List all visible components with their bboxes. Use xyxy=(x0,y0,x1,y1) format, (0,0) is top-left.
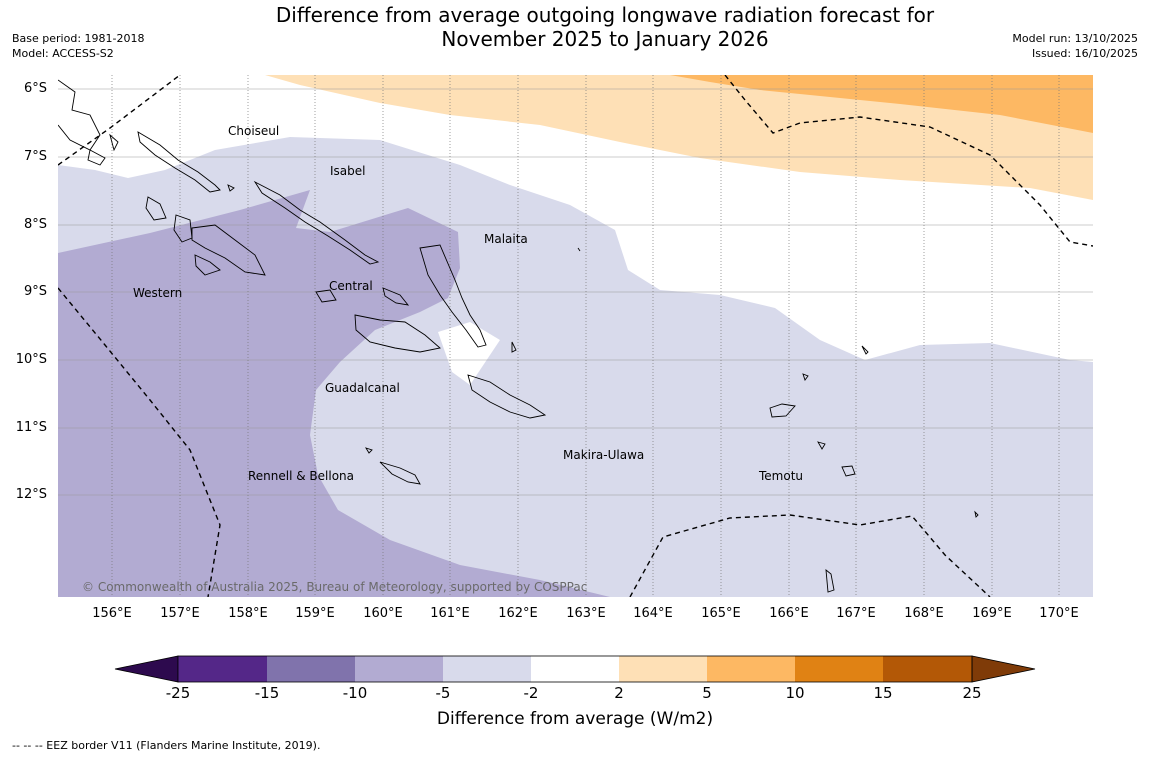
colorbar-swatch-3 xyxy=(355,656,443,682)
colorbar-extend-high xyxy=(971,655,1036,683)
lon-label-168e: 168°E xyxy=(904,606,944,621)
colorbar-swatch-2 xyxy=(267,656,355,682)
model-name: Model: ACCESS-S2 xyxy=(12,47,114,60)
lon-label-167e: 167°E xyxy=(836,606,876,621)
colorbar-frame xyxy=(177,655,973,683)
colorbar-extend-low xyxy=(114,655,179,683)
lon-label-163e: 163°E xyxy=(566,606,606,621)
region-label-temotu: Temotu xyxy=(759,469,804,483)
lat-label-7s: 7°S xyxy=(23,149,47,164)
meta-left: Base period: 1981-2018 Model: ACCESS-S2 xyxy=(12,31,144,61)
colorbar-swatch-8 xyxy=(795,656,883,682)
colorbar-title: Difference from average (W/m2) xyxy=(436,709,714,729)
colorbar-swatch-9 xyxy=(883,656,972,682)
anomaly-band-2-to-5 xyxy=(265,75,1093,200)
issued-date: Issued: 16/10/2025 xyxy=(1031,47,1138,60)
lon-label-162e: 162°E xyxy=(498,606,538,621)
region-label-central: Central xyxy=(329,279,373,293)
graticule xyxy=(58,75,1093,597)
colorbar-tick-10: 10 xyxy=(785,684,805,702)
model-run: Model run: 13/10/2025 xyxy=(1012,32,1138,45)
lon-label-169e: 169°E xyxy=(972,606,1012,621)
lat-label-11s: 11°S xyxy=(15,420,47,435)
lat-label-6s: 6°S xyxy=(23,81,47,96)
colorbar-tick-5: 5 xyxy=(702,684,712,702)
colorbar-swatch-4 xyxy=(443,656,531,682)
lon-label-170e: 170°E xyxy=(1039,606,1079,621)
island-outlines xyxy=(58,79,979,593)
chart-title: Difference from average outgoing longwav… xyxy=(200,3,1010,51)
region-label-malaita: Malaita xyxy=(484,232,528,246)
colorbar-tick-minus15: -15 xyxy=(254,684,280,702)
lon-label-164e: 164°E xyxy=(633,606,673,621)
meta-right: Model run: 13/10/2025 Issued: 16/10/2025 xyxy=(1012,31,1138,61)
lon-label-165e: 165°E xyxy=(701,606,741,621)
lat-label-9s: 9°S xyxy=(23,284,47,299)
colorbar-swatch-5 xyxy=(531,656,619,682)
region-label-choiseul: Choiseul xyxy=(228,124,280,138)
colorbar-tick-minus10: -10 xyxy=(342,684,368,702)
colorbar-swatch-7 xyxy=(707,656,795,682)
base-period: Base period: 1981-2018 xyxy=(12,32,145,45)
lat-label-8s: 8°S xyxy=(23,217,47,232)
lon-label-160e: 160°E xyxy=(363,606,403,621)
lat-label-12s: 12°S xyxy=(15,487,47,502)
lon-label-156e: 156°E xyxy=(92,606,132,621)
lon-label-166e: 166°E xyxy=(769,606,809,621)
title-line-2: November 2025 to January 2026 xyxy=(441,27,769,51)
colorbar-tick-minus2: -2 xyxy=(523,684,539,702)
colorbar-swatch-1 xyxy=(178,656,267,682)
colorbar-tick-minus5: -5 xyxy=(435,684,451,702)
colorbar-tick-15: 15 xyxy=(873,684,893,702)
anomaly-band-near-average-pocket xyxy=(438,322,500,385)
colorbar-tick-2: 2 xyxy=(614,684,624,702)
lon-label-158e: 158°E xyxy=(228,606,268,621)
anomaly-band-5-to-10 xyxy=(670,75,1093,133)
map-svg xyxy=(58,75,1093,597)
colorbar-swatch-6 xyxy=(619,656,707,682)
region-label-guadalcanal: Guadalcanal xyxy=(325,381,400,395)
region-label-western: Western xyxy=(133,286,183,300)
lon-label-159e: 159°E xyxy=(295,606,335,621)
eez-borders xyxy=(58,75,1093,597)
colorbar-tick-25: 25 xyxy=(962,684,982,702)
region-label-makira-ulawa: Makira-Ulawa xyxy=(563,448,645,462)
eez-legend-note: -- -- -- EEZ border V11 (Flanders Marine… xyxy=(12,739,321,752)
copyright-notice: © Commonwealth of Australia 2025, Bureau… xyxy=(82,580,588,594)
region-label-rennell-bellona: Rennell & Bellona xyxy=(248,469,355,483)
map-plot-area xyxy=(58,75,1093,597)
lon-label-157e: 157°E xyxy=(160,606,200,621)
lat-label-10s: 10°S xyxy=(15,352,47,367)
title-line-1: Difference from average outgoing longwav… xyxy=(275,3,935,27)
colorbar-tick-minus25: -25 xyxy=(165,684,191,702)
lon-label-161e: 161°E xyxy=(430,606,470,621)
region-label-isabel: Isabel xyxy=(330,164,366,178)
